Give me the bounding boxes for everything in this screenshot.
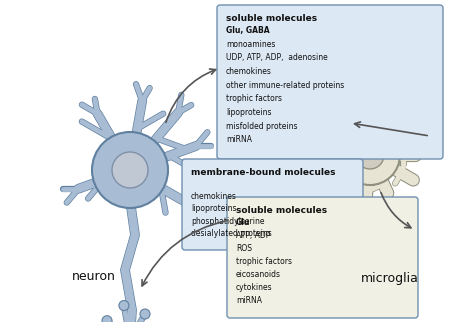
- Text: miRNA: miRNA: [226, 136, 252, 145]
- Text: membrane-bound molecules: membrane-bound molecules: [191, 168, 336, 177]
- Text: ATP, ADP: ATP, ADP: [236, 231, 270, 240]
- Text: neuron: neuron: [72, 270, 116, 283]
- Text: phosphatidylserine: phosphatidylserine: [191, 217, 264, 225]
- Text: chemokines: chemokines: [226, 67, 272, 76]
- Circle shape: [340, 125, 400, 185]
- FancyBboxPatch shape: [217, 5, 443, 159]
- Circle shape: [119, 300, 129, 310]
- Text: Glu, GABA: Glu, GABA: [226, 26, 270, 35]
- Text: desialylated proteins: desialylated proteins: [191, 229, 272, 238]
- Circle shape: [112, 152, 148, 188]
- Text: miRNA: miRNA: [236, 296, 262, 305]
- Text: eicosanoids: eicosanoids: [236, 270, 281, 279]
- Text: trophic factors: trophic factors: [226, 94, 282, 103]
- Text: UDP, ATP, ADP,  adenosine: UDP, ATP, ADP, adenosine: [226, 53, 328, 62]
- Circle shape: [140, 309, 150, 319]
- Text: cytokines: cytokines: [236, 283, 273, 292]
- Text: soluble molecules: soluble molecules: [236, 206, 327, 215]
- Circle shape: [356, 141, 384, 169]
- Text: other immune-related proteins: other immune-related proteins: [226, 81, 344, 90]
- Text: chemokines: chemokines: [191, 192, 237, 201]
- Text: ROS: ROS: [236, 244, 252, 253]
- Text: trophic factors: trophic factors: [236, 257, 292, 266]
- FancyBboxPatch shape: [227, 197, 418, 318]
- Text: soluble molecules: soluble molecules: [226, 14, 317, 23]
- Text: lipoproteins: lipoproteins: [226, 108, 272, 117]
- Text: misfolded proteins: misfolded proteins: [226, 122, 298, 131]
- FancyBboxPatch shape: [182, 159, 363, 250]
- Circle shape: [102, 316, 112, 322]
- Text: monoamines: monoamines: [226, 40, 275, 49]
- Circle shape: [92, 132, 168, 208]
- Text: lipoproteins: lipoproteins: [191, 204, 237, 213]
- Text: microglia: microglia: [361, 272, 419, 285]
- Text: Glu: Glu: [236, 218, 250, 227]
